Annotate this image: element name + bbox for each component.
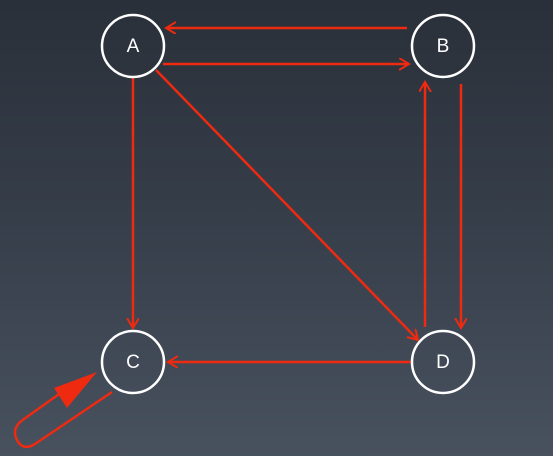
node-a-label: A — [127, 36, 140, 57]
self-loop-arrowhead — [54, 372, 97, 408]
edge-a-to-d — [155, 69, 418, 340]
node-b: B — [410, 13, 476, 79]
node-a: A — [100, 13, 166, 79]
node-d-label: D — [436, 352, 450, 373]
node-b-label: B — [437, 36, 450, 57]
node-c-label: C — [126, 352, 140, 373]
node-c: C — [100, 329, 166, 395]
edge-c-self-loop — [13, 372, 113, 449]
node-d: D — [410, 329, 476, 395]
